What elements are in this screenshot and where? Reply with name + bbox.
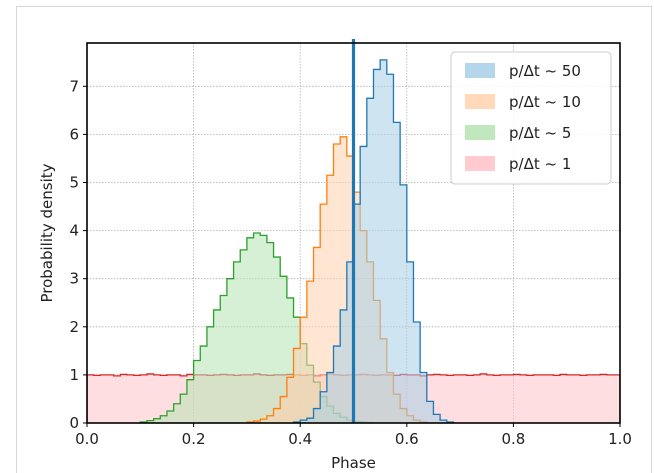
y-axis-label: Probability density xyxy=(38,163,56,302)
legend-label: p/Δt ~ 50 xyxy=(509,62,581,80)
histograms xyxy=(87,59,620,423)
x-tick-label: 0.0 xyxy=(75,430,99,448)
hist-edge-50 xyxy=(292,59,455,423)
y-tick-label: 0 xyxy=(69,414,79,432)
x-tick-label: 1.0 xyxy=(608,430,632,448)
x-tick-label: 0.6 xyxy=(395,430,419,448)
legend-label: p/Δt ~ 5 xyxy=(509,124,571,142)
hist-fill-50 xyxy=(293,59,454,423)
y-tick-label: 2 xyxy=(69,318,79,336)
legend-swatch xyxy=(465,156,495,171)
legend-label: p/Δt ~ 10 xyxy=(509,93,581,111)
y-tick-label: 5 xyxy=(69,173,79,191)
y-tick-label: 4 xyxy=(69,222,79,240)
x-tick-label: 0.8 xyxy=(501,430,525,448)
legend-label: p/Δt ~ 1 xyxy=(509,155,571,173)
x-axis-label: Phase xyxy=(331,454,376,472)
y-tick-label: 7 xyxy=(69,77,79,95)
legend-box xyxy=(450,51,612,185)
legend-swatch xyxy=(465,94,495,109)
y-tick-label: 3 xyxy=(69,270,79,288)
x-tick-label: 0.2 xyxy=(182,430,206,448)
figure-frame xyxy=(16,6,652,473)
plot-frame xyxy=(86,42,621,424)
legend-swatch xyxy=(465,63,495,78)
legend-swatch xyxy=(465,125,495,140)
y-tick-label: 1 xyxy=(69,366,79,384)
legend: p/Δt ~ 50 p/Δt ~ 10 p/Δt ~ 5 p/Δt ~ 1 xyxy=(450,51,612,185)
tick-labels: 0.0 0.2 0.4 0.6 0.8 1.0 0 1 2 3 4 5 6 7 xyxy=(69,77,631,448)
y-tick-label: 6 xyxy=(69,125,79,143)
x-tick-label: 0.4 xyxy=(288,430,312,448)
hist-fill-5 xyxy=(140,233,374,423)
